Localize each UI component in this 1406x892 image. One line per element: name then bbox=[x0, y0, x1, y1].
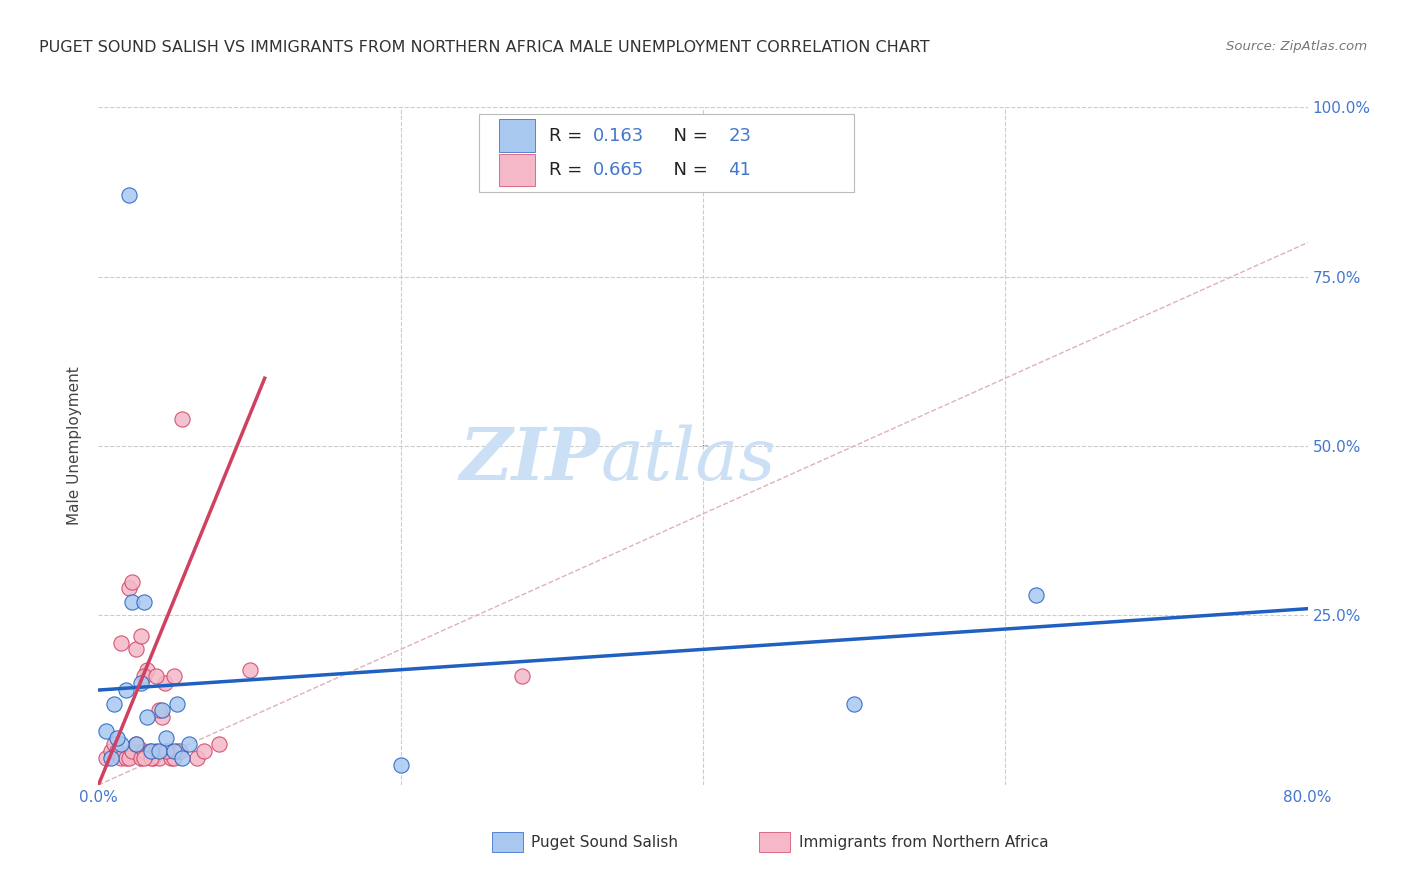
Point bbox=[142, 751, 165, 765]
Point bbox=[145, 744, 167, 758]
Point bbox=[132, 744, 155, 758]
Point bbox=[114, 751, 136, 765]
Point bbox=[208, 737, 231, 751]
Point bbox=[163, 669, 186, 683]
Point bbox=[150, 710, 173, 724]
Text: 41: 41 bbox=[728, 161, 751, 179]
Point bbox=[148, 751, 170, 765]
Point bbox=[105, 731, 128, 745]
Point bbox=[105, 744, 128, 758]
Point bbox=[121, 744, 143, 758]
Bar bbox=[499, 153, 534, 186]
Text: atlas: atlas bbox=[600, 425, 776, 495]
Text: Source: ZipAtlas.com: Source: ZipAtlas.com bbox=[1226, 40, 1367, 54]
Point bbox=[121, 595, 143, 609]
Point bbox=[148, 703, 170, 717]
Point bbox=[135, 663, 157, 677]
Point bbox=[141, 744, 163, 758]
Point bbox=[389, 757, 412, 772]
Point bbox=[148, 744, 170, 758]
FancyBboxPatch shape bbox=[479, 114, 855, 192]
Point bbox=[114, 683, 136, 698]
Text: N =: N = bbox=[662, 161, 713, 179]
Point bbox=[118, 582, 141, 596]
Point bbox=[125, 642, 148, 657]
Text: R =: R = bbox=[550, 161, 589, 179]
Y-axis label: Male Unemployment: Male Unemployment bbox=[67, 367, 83, 525]
Point bbox=[129, 676, 152, 690]
Text: 0.665: 0.665 bbox=[593, 161, 644, 179]
Point bbox=[94, 751, 117, 765]
Point bbox=[150, 703, 173, 717]
Point bbox=[141, 751, 163, 765]
Point bbox=[129, 629, 152, 643]
Text: N =: N = bbox=[662, 127, 713, 145]
Point bbox=[110, 635, 132, 649]
Point bbox=[121, 574, 143, 589]
Point bbox=[170, 751, 193, 765]
Point bbox=[129, 751, 152, 765]
Point bbox=[170, 412, 193, 426]
Point bbox=[166, 697, 188, 711]
Point bbox=[139, 744, 162, 758]
Point bbox=[153, 676, 176, 690]
Point bbox=[510, 669, 533, 683]
Text: Immigrants from Northern Africa: Immigrants from Northern Africa bbox=[799, 835, 1049, 849]
Point bbox=[179, 737, 201, 751]
Point bbox=[156, 744, 179, 758]
Point bbox=[155, 744, 177, 758]
Point bbox=[160, 751, 183, 765]
Point bbox=[118, 188, 141, 202]
Text: #cce0f5: #cce0f5 bbox=[703, 445, 709, 446]
Point bbox=[145, 669, 167, 683]
Point bbox=[186, 751, 208, 765]
Point bbox=[125, 737, 148, 751]
Point bbox=[163, 751, 186, 765]
Point bbox=[132, 669, 155, 683]
Point bbox=[103, 697, 125, 711]
Text: Puget Sound Salish: Puget Sound Salish bbox=[531, 835, 679, 849]
Point bbox=[125, 737, 148, 751]
Point bbox=[239, 663, 262, 677]
Text: ZIP: ZIP bbox=[460, 424, 600, 495]
Point bbox=[844, 697, 866, 711]
Text: R =: R = bbox=[550, 127, 589, 145]
Point bbox=[132, 595, 155, 609]
Point bbox=[169, 744, 191, 758]
Bar bbox=[499, 120, 534, 152]
Point bbox=[135, 710, 157, 724]
Text: 0.163: 0.163 bbox=[593, 127, 644, 145]
Point bbox=[118, 751, 141, 765]
Point bbox=[132, 751, 155, 765]
Point bbox=[100, 751, 122, 765]
Point bbox=[193, 744, 215, 758]
Point bbox=[103, 737, 125, 751]
Point bbox=[1024, 588, 1046, 602]
Point bbox=[155, 731, 177, 745]
Point bbox=[94, 723, 117, 738]
Point bbox=[110, 737, 132, 751]
Point bbox=[110, 751, 132, 765]
Point bbox=[163, 744, 186, 758]
Text: 23: 23 bbox=[728, 127, 751, 145]
Point bbox=[166, 744, 188, 758]
Point bbox=[100, 744, 122, 758]
Text: PUGET SOUND SALISH VS IMMIGRANTS FROM NORTHERN AFRICA MALE UNEMPLOYMENT CORRELAT: PUGET SOUND SALISH VS IMMIGRANTS FROM NO… bbox=[39, 40, 929, 55]
